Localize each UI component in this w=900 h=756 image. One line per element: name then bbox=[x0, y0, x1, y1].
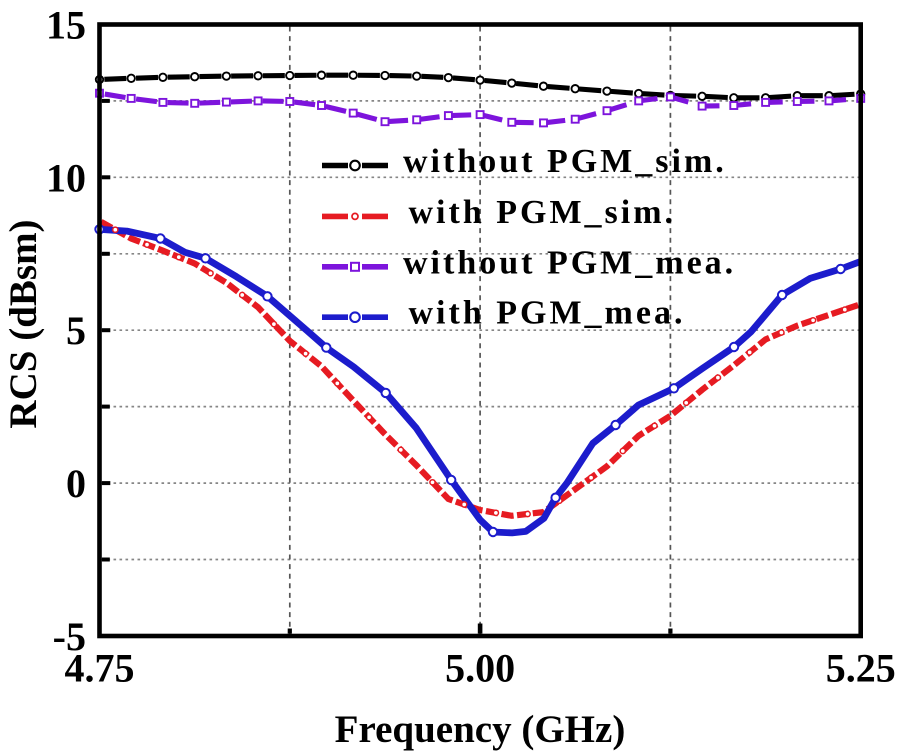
svg-text:with PGM_sim.: with PGM_sim. bbox=[409, 194, 677, 231]
svg-text:Frequency (GHz): Frequency (GHz) bbox=[335, 708, 626, 751]
svg-text:-5: -5 bbox=[53, 614, 86, 659]
svg-text:10: 10 bbox=[46, 155, 86, 200]
svg-text:5: 5 bbox=[66, 308, 86, 353]
svg-text:15: 15 bbox=[46, 2, 86, 47]
svg-text:0: 0 bbox=[66, 461, 86, 506]
svg-text:RCS (dBsm): RCS (dBsm) bbox=[2, 219, 45, 428]
svg-text:without PGM_sim.: without PGM_sim. bbox=[403, 143, 727, 180]
svg-text:with PGM_mea.: with PGM_mea. bbox=[409, 295, 686, 332]
svg-text:without PGM_mea.: without PGM_mea. bbox=[403, 244, 736, 281]
svg-text:5.25: 5.25 bbox=[826, 646, 896, 691]
svg-text:5.00: 5.00 bbox=[445, 646, 515, 691]
svg-text:4.75: 4.75 bbox=[65, 646, 135, 691]
